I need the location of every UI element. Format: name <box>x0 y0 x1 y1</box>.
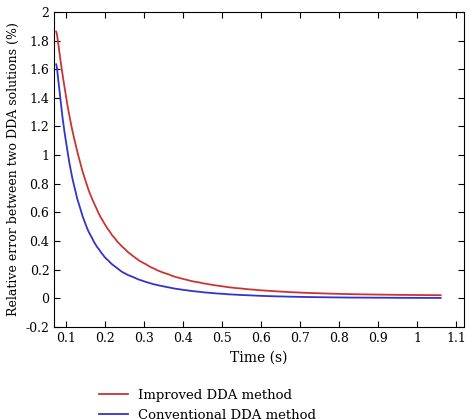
Improved DDA method <box>77 158 82 163</box>
Legend: Improved DDA method, Conventional DDA method: Improved DDA method, Conventional DDA me… <box>94 384 322 419</box>
Conventional DDA method <box>438 295 444 300</box>
Improved DDA method <box>287 290 292 295</box>
X-axis label: Time (s): Time (s) <box>230 350 288 364</box>
Line: Conventional DDA method: Conventional DDA method <box>56 64 441 298</box>
Conventional DDA method <box>298 295 304 300</box>
Conventional DDA method <box>277 294 283 299</box>
Improved DDA method <box>54 29 59 34</box>
Y-axis label: Relative error between two DDA solutions (%): Relative error between two DDA solutions… <box>7 23 20 316</box>
Conventional DDA method <box>384 295 390 300</box>
Improved DDA method <box>345 292 351 297</box>
Improved DDA method <box>438 293 444 298</box>
Conventional DDA method <box>54 62 59 67</box>
Improved DDA method <box>298 290 304 295</box>
Conventional DDA method <box>287 294 292 299</box>
Conventional DDA method <box>77 204 82 210</box>
Improved DDA method <box>384 292 390 297</box>
Improved DDA method <box>277 289 283 294</box>
Line: Improved DDA method: Improved DDA method <box>56 31 441 295</box>
Conventional DDA method <box>345 295 351 300</box>
